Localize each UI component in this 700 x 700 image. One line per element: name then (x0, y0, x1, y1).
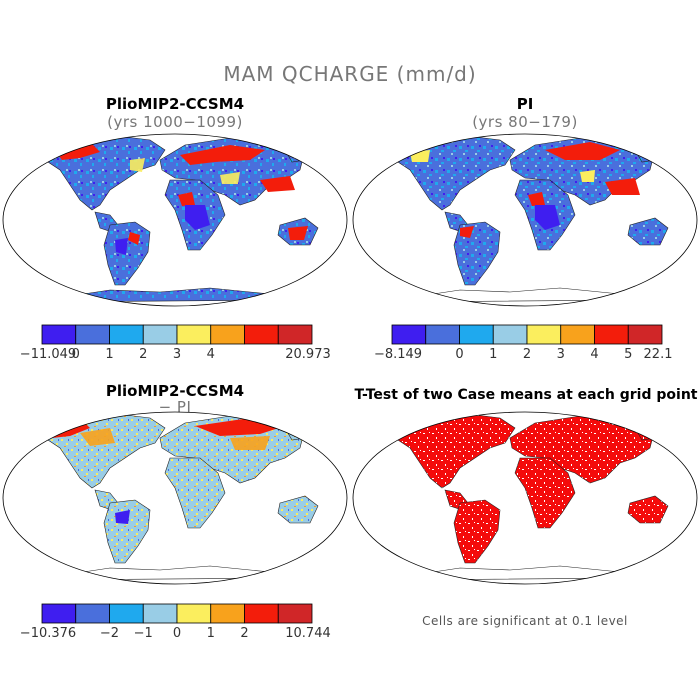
map-ttest (389, 412, 669, 581)
main-title: MAM QCHARGE (mm/d) (223, 62, 477, 86)
colorbar-tick-label: 20.973 (285, 347, 331, 362)
colorbar-swatch (391, 324, 427, 345)
colorbar-swatch (142, 603, 178, 624)
colorbar-swatch (210, 324, 245, 345)
colorbar-tick-label: 0 (71, 347, 80, 362)
colorbar-tick-label: 1 (206, 626, 215, 641)
colorbar-swatch (41, 324, 77, 345)
colorbar-tick-label: 3 (172, 347, 182, 362)
colorbar-tick-label: 1 (489, 347, 498, 362)
significance-note: Cells are significant at 0.1 level (422, 614, 628, 628)
map-pliomip (39, 134, 319, 303)
panel-title-ttest: T-Test of two Case means at each grid po… (354, 387, 698, 403)
map-frame-pi (352, 133, 698, 307)
colorbar-swatch (41, 603, 77, 624)
colorbar-swatch (526, 324, 562, 345)
colorbar-tick-label: 0 (455, 347, 464, 362)
colorbar-swatch (492, 324, 528, 345)
panel-title-difference: PlioMIP2-CCSM4 (105, 382, 245, 400)
map-frame-difference (2, 411, 348, 585)
colorbar-tick-label: 2 (139, 347, 148, 362)
colorbar-swatch (459, 324, 494, 345)
colorbar-swatch (277, 324, 313, 345)
colorbar-swatch (109, 324, 144, 345)
colorbar-swatch (176, 324, 212, 345)
colorbar-tick-label: −8.149 (373, 347, 423, 362)
map-frame-pliomip (2, 133, 348, 307)
colorbar-swatch (560, 324, 595, 345)
colorbar-difference (41, 603, 313, 624)
colorbar-swatch (210, 603, 245, 624)
colorbar-swatch (594, 324, 629, 345)
colorbar-pi (391, 324, 663, 345)
colorbar-tick-label: 4 (590, 347, 599, 362)
colorbar-tick-label: 2 (240, 626, 249, 641)
colorbar-swatch (142, 324, 178, 345)
colorbar-tick-label: 22.1 (643, 347, 673, 362)
map-frame-ttest (352, 411, 698, 585)
panel-title-pliomip: PlioMIP2-CCSM4 (105, 95, 245, 113)
colorbar-swatch (75, 324, 110, 345)
colorbar-swatch (176, 603, 212, 624)
colorbar-tick-label: 2 (522, 347, 532, 362)
colorbar-pliomip (41, 324, 313, 345)
colorbar-swatch (627, 324, 663, 345)
colorbar-swatch (244, 603, 279, 624)
colorbar-swatch (244, 324, 279, 345)
colorbar-tick-label: 3 (556, 347, 565, 362)
panel-subtitle-pi: (yrs 80−179) (472, 113, 578, 131)
panel-subtitle-pliomip: (yrs 1000−1099) (107, 113, 243, 131)
map-difference (39, 412, 319, 581)
colorbar-tick-label: 1 (105, 347, 114, 362)
colorbar-swatch (109, 603, 144, 624)
panel-title-pi: PI (516, 95, 534, 113)
colorbar-tick-label: 0 (172, 626, 182, 641)
colorbar-swatch (277, 603, 313, 624)
colorbar-tick-label: 5 (624, 347, 633, 362)
map-pi (389, 134, 669, 303)
colorbar-tick-label: −1 (133, 626, 153, 641)
colorbar-tick-label: −2 (99, 626, 120, 641)
colorbar-tick-label: 4 (206, 347, 215, 362)
colorbar-tick-label: −10.376 (19, 626, 77, 641)
colorbar-tick-label: 10.744 (285, 626, 331, 641)
colorbar-tick-label: −11.049 (19, 347, 77, 362)
panel-subtitle-difference: − PI (158, 398, 192, 416)
colorbar-swatch (425, 324, 460, 345)
colorbar-swatch (75, 603, 110, 624)
